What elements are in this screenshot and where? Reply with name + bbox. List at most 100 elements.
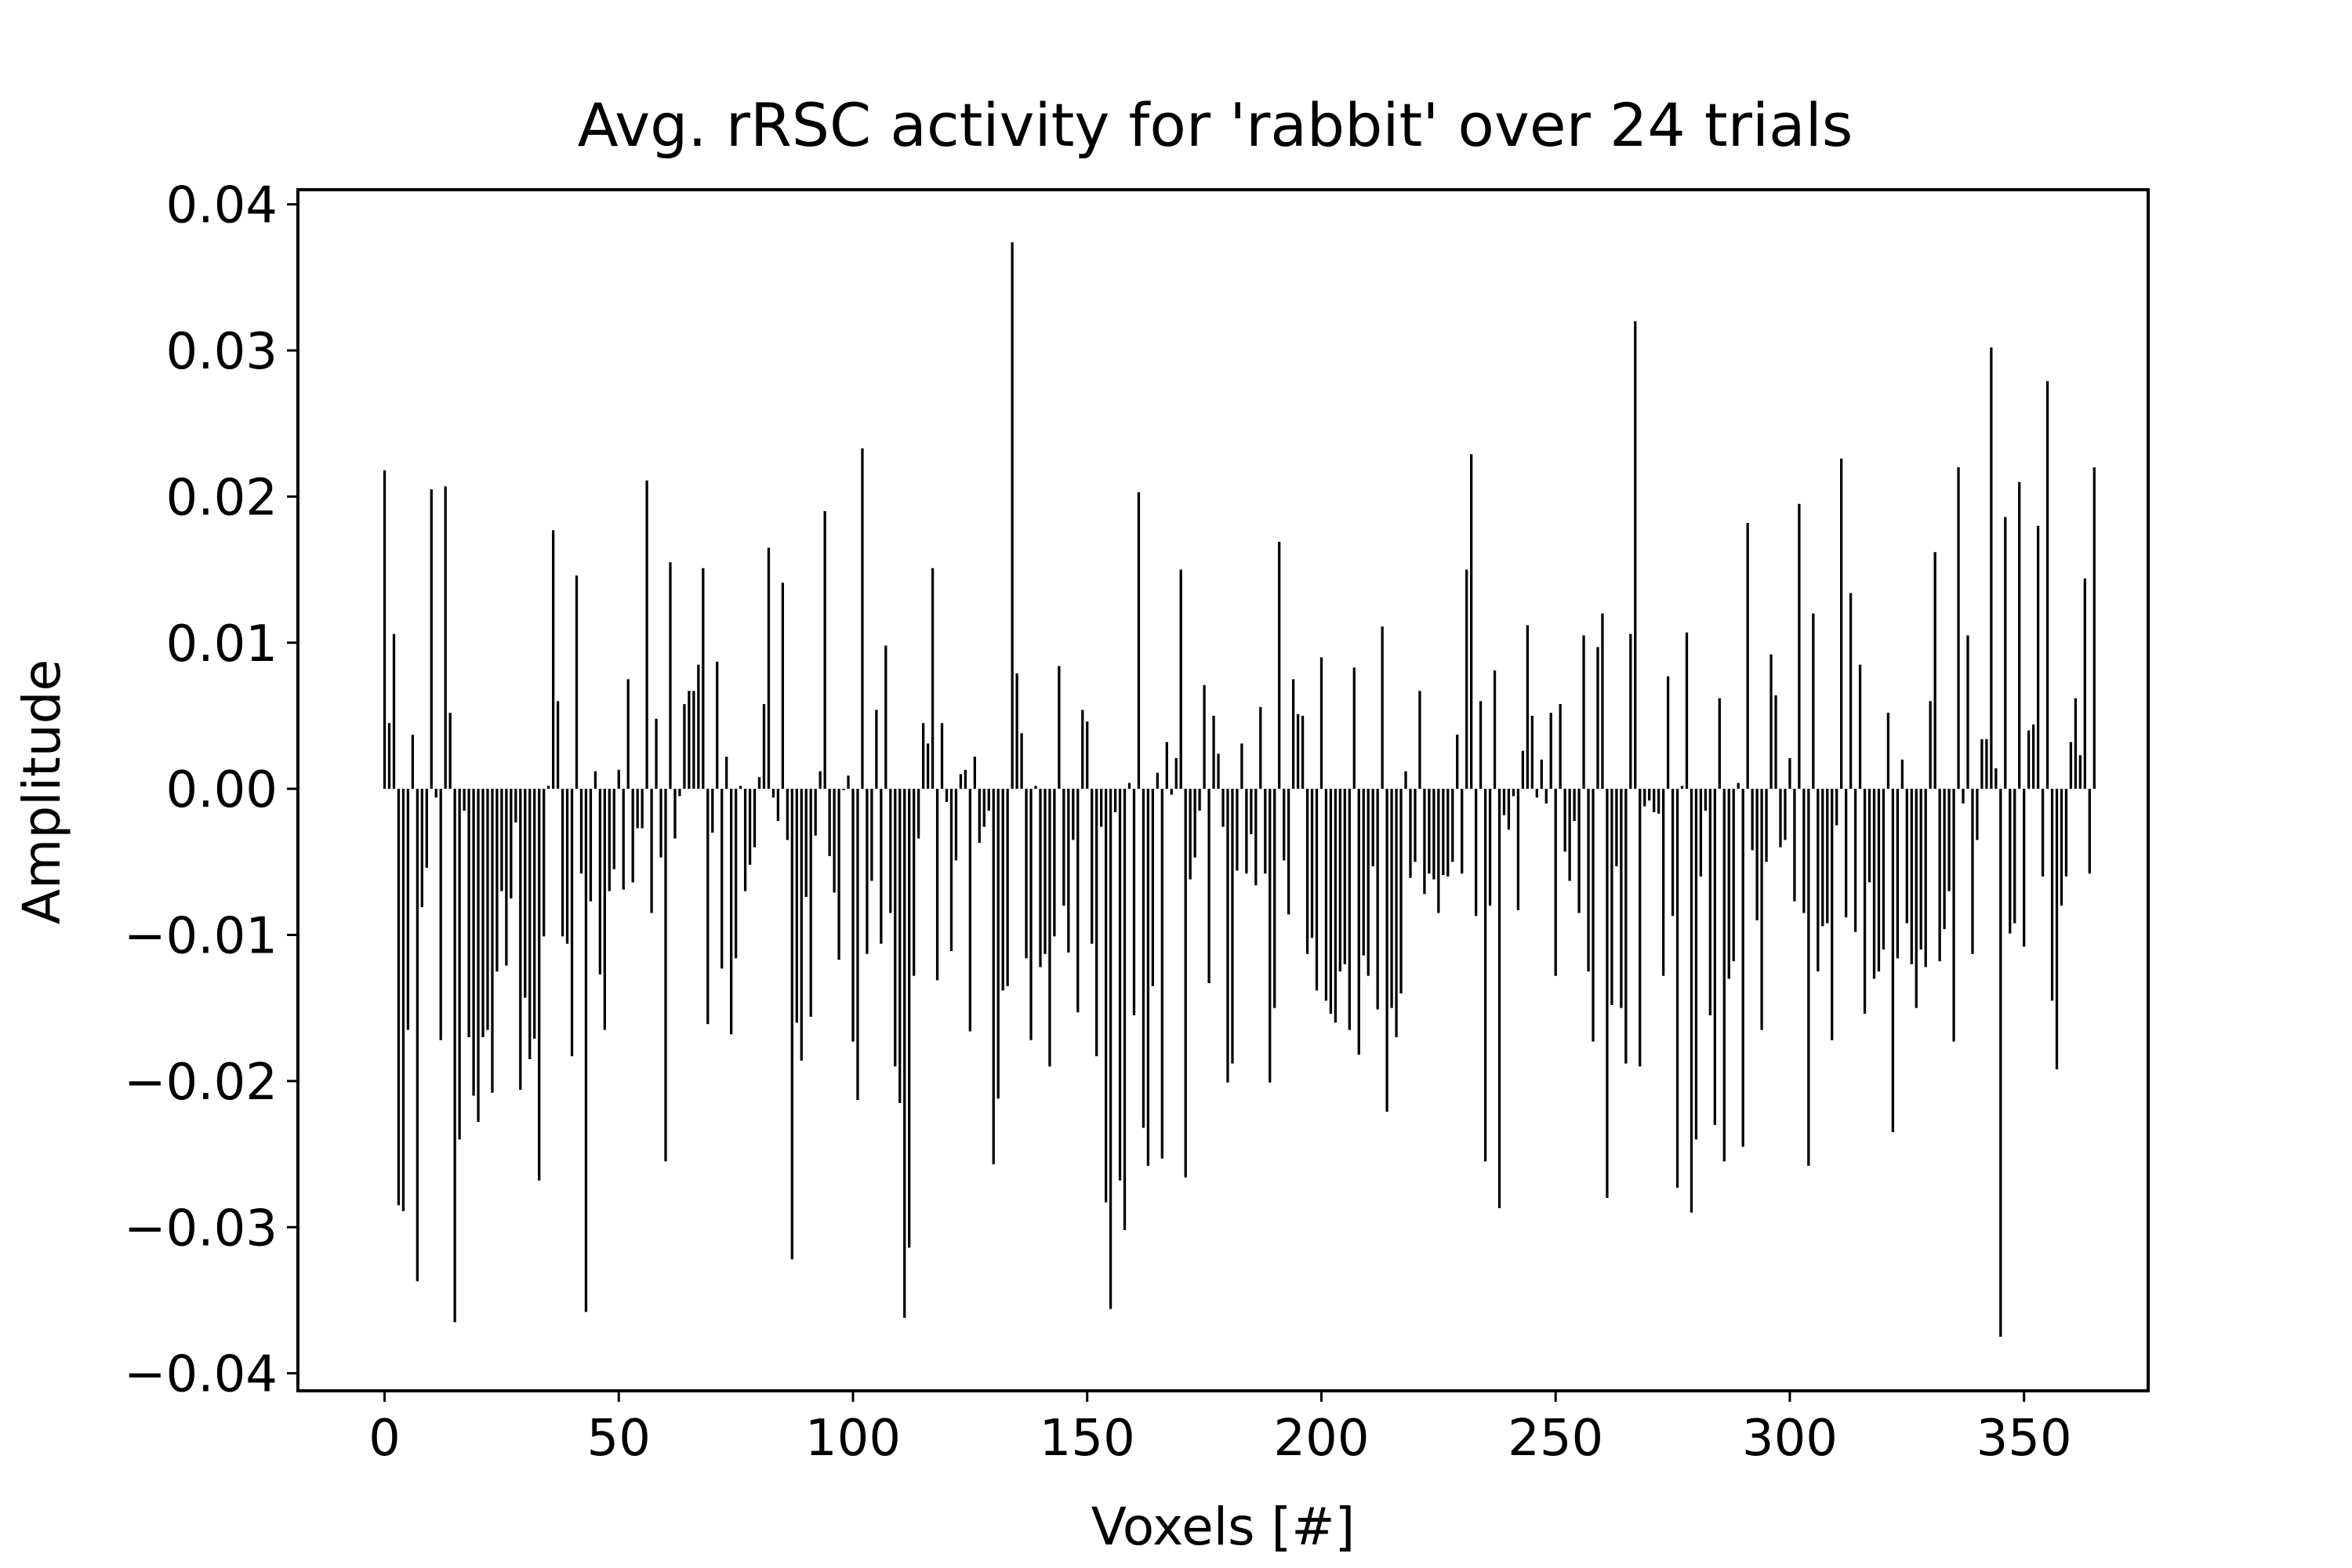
- bar: [1226, 789, 1229, 1083]
- bar: [2083, 578, 2086, 789]
- bar: [1174, 758, 1178, 789]
- bar: [1113, 789, 1117, 812]
- bar: [659, 789, 662, 858]
- bar: [898, 789, 902, 1103]
- bar: [397, 789, 401, 1206]
- bar: [589, 789, 593, 902]
- bar: [1994, 768, 1998, 789]
- bar: [1048, 789, 1051, 1067]
- bar: [1535, 789, 1538, 798]
- bar: [1446, 789, 1450, 877]
- bar: [1315, 789, 1319, 991]
- bar: [1053, 789, 1056, 937]
- bar: [875, 710, 878, 789]
- x-tick-label: 200: [1273, 1410, 1369, 1468]
- bar: [645, 480, 648, 789]
- bar: [2009, 789, 2012, 934]
- bars-group: [383, 242, 2096, 1338]
- bar: [1034, 786, 1037, 789]
- bar: [1516, 789, 1520, 910]
- bar: [467, 789, 470, 1037]
- bar: [992, 789, 995, 1165]
- x-tick-label: 50: [587, 1410, 651, 1468]
- bar: [448, 713, 452, 789]
- bar: [472, 789, 475, 1096]
- bar: [1502, 789, 1506, 815]
- bar: [1877, 789, 1881, 972]
- bar: [790, 789, 793, 1260]
- bar: [889, 789, 892, 913]
- bar: [926, 743, 930, 789]
- bar: [1886, 713, 1890, 789]
- bar: [664, 789, 667, 1162]
- bar: [959, 774, 963, 789]
- bar: [1831, 789, 1834, 1040]
- bar: [870, 789, 873, 881]
- bar: [439, 789, 442, 1040]
- y-tick-label: 0.04: [166, 177, 278, 235]
- bar: [2078, 755, 2082, 789]
- bar: [1324, 789, 1328, 1001]
- x-tick-label: 100: [805, 1410, 901, 1468]
- bar: [1296, 714, 1300, 789]
- bar: [1582, 635, 1585, 789]
- y-tick-label: 0.02: [166, 469, 278, 527]
- bar: [551, 530, 555, 789]
- bar: [1479, 701, 1483, 789]
- bar: [1334, 789, 1338, 1023]
- bar: [1680, 786, 1684, 789]
- bar: [1666, 676, 1670, 789]
- bar: [1091, 789, 1094, 944]
- bar: [1755, 789, 1759, 920]
- bar: [458, 789, 461, 1140]
- bar: [1962, 789, 1965, 804]
- bar: [2036, 525, 2040, 789]
- bar: [1067, 789, 1070, 953]
- bar: [1011, 242, 1014, 789]
- bar: [1620, 789, 1623, 1008]
- bar: [1474, 789, 1478, 916]
- bar: [1193, 789, 1196, 858]
- bar: [1165, 742, 1168, 789]
- bar: [1465, 569, 1468, 789]
- bar: [2041, 789, 2045, 877]
- bar: [1530, 715, 1534, 789]
- bar: [1488, 789, 1492, 906]
- bar: [688, 691, 691, 789]
- bar: [776, 789, 780, 822]
- bar: [720, 789, 724, 969]
- bar: [1039, 789, 1042, 967]
- bar: [2088, 789, 2091, 874]
- bar: [973, 757, 976, 789]
- bar: [921, 723, 925, 789]
- bar: [514, 789, 517, 823]
- bar: [2013, 789, 2016, 924]
- bar: [894, 789, 897, 1067]
- bar: [1236, 789, 1239, 871]
- bar: [2092, 467, 2096, 789]
- bar: [1765, 789, 1768, 862]
- bar: [818, 771, 822, 789]
- bar: [1587, 789, 1590, 972]
- bar: [2031, 724, 2035, 789]
- bar: [1029, 789, 1033, 1040]
- bar: [716, 661, 719, 789]
- bar: [1287, 789, 1290, 915]
- bar: [1404, 771, 1407, 789]
- bar: [1568, 789, 1571, 881]
- bar: [1250, 789, 1253, 834]
- bar: [579, 789, 583, 874]
- bar: [1639, 789, 1642, 1067]
- bar: [2064, 789, 2068, 877]
- bar: [1184, 789, 1187, 1178]
- bar: [401, 789, 405, 1211]
- bar: [1891, 789, 1895, 1133]
- bar: [1362, 789, 1365, 956]
- bar: [1001, 789, 1004, 991]
- bar: [416, 789, 419, 1282]
- bar: [987, 789, 990, 811]
- bar: [1554, 789, 1557, 976]
- bar: [1512, 789, 1515, 797]
- bar: [730, 789, 733, 1035]
- bar: [1741, 789, 1744, 1147]
